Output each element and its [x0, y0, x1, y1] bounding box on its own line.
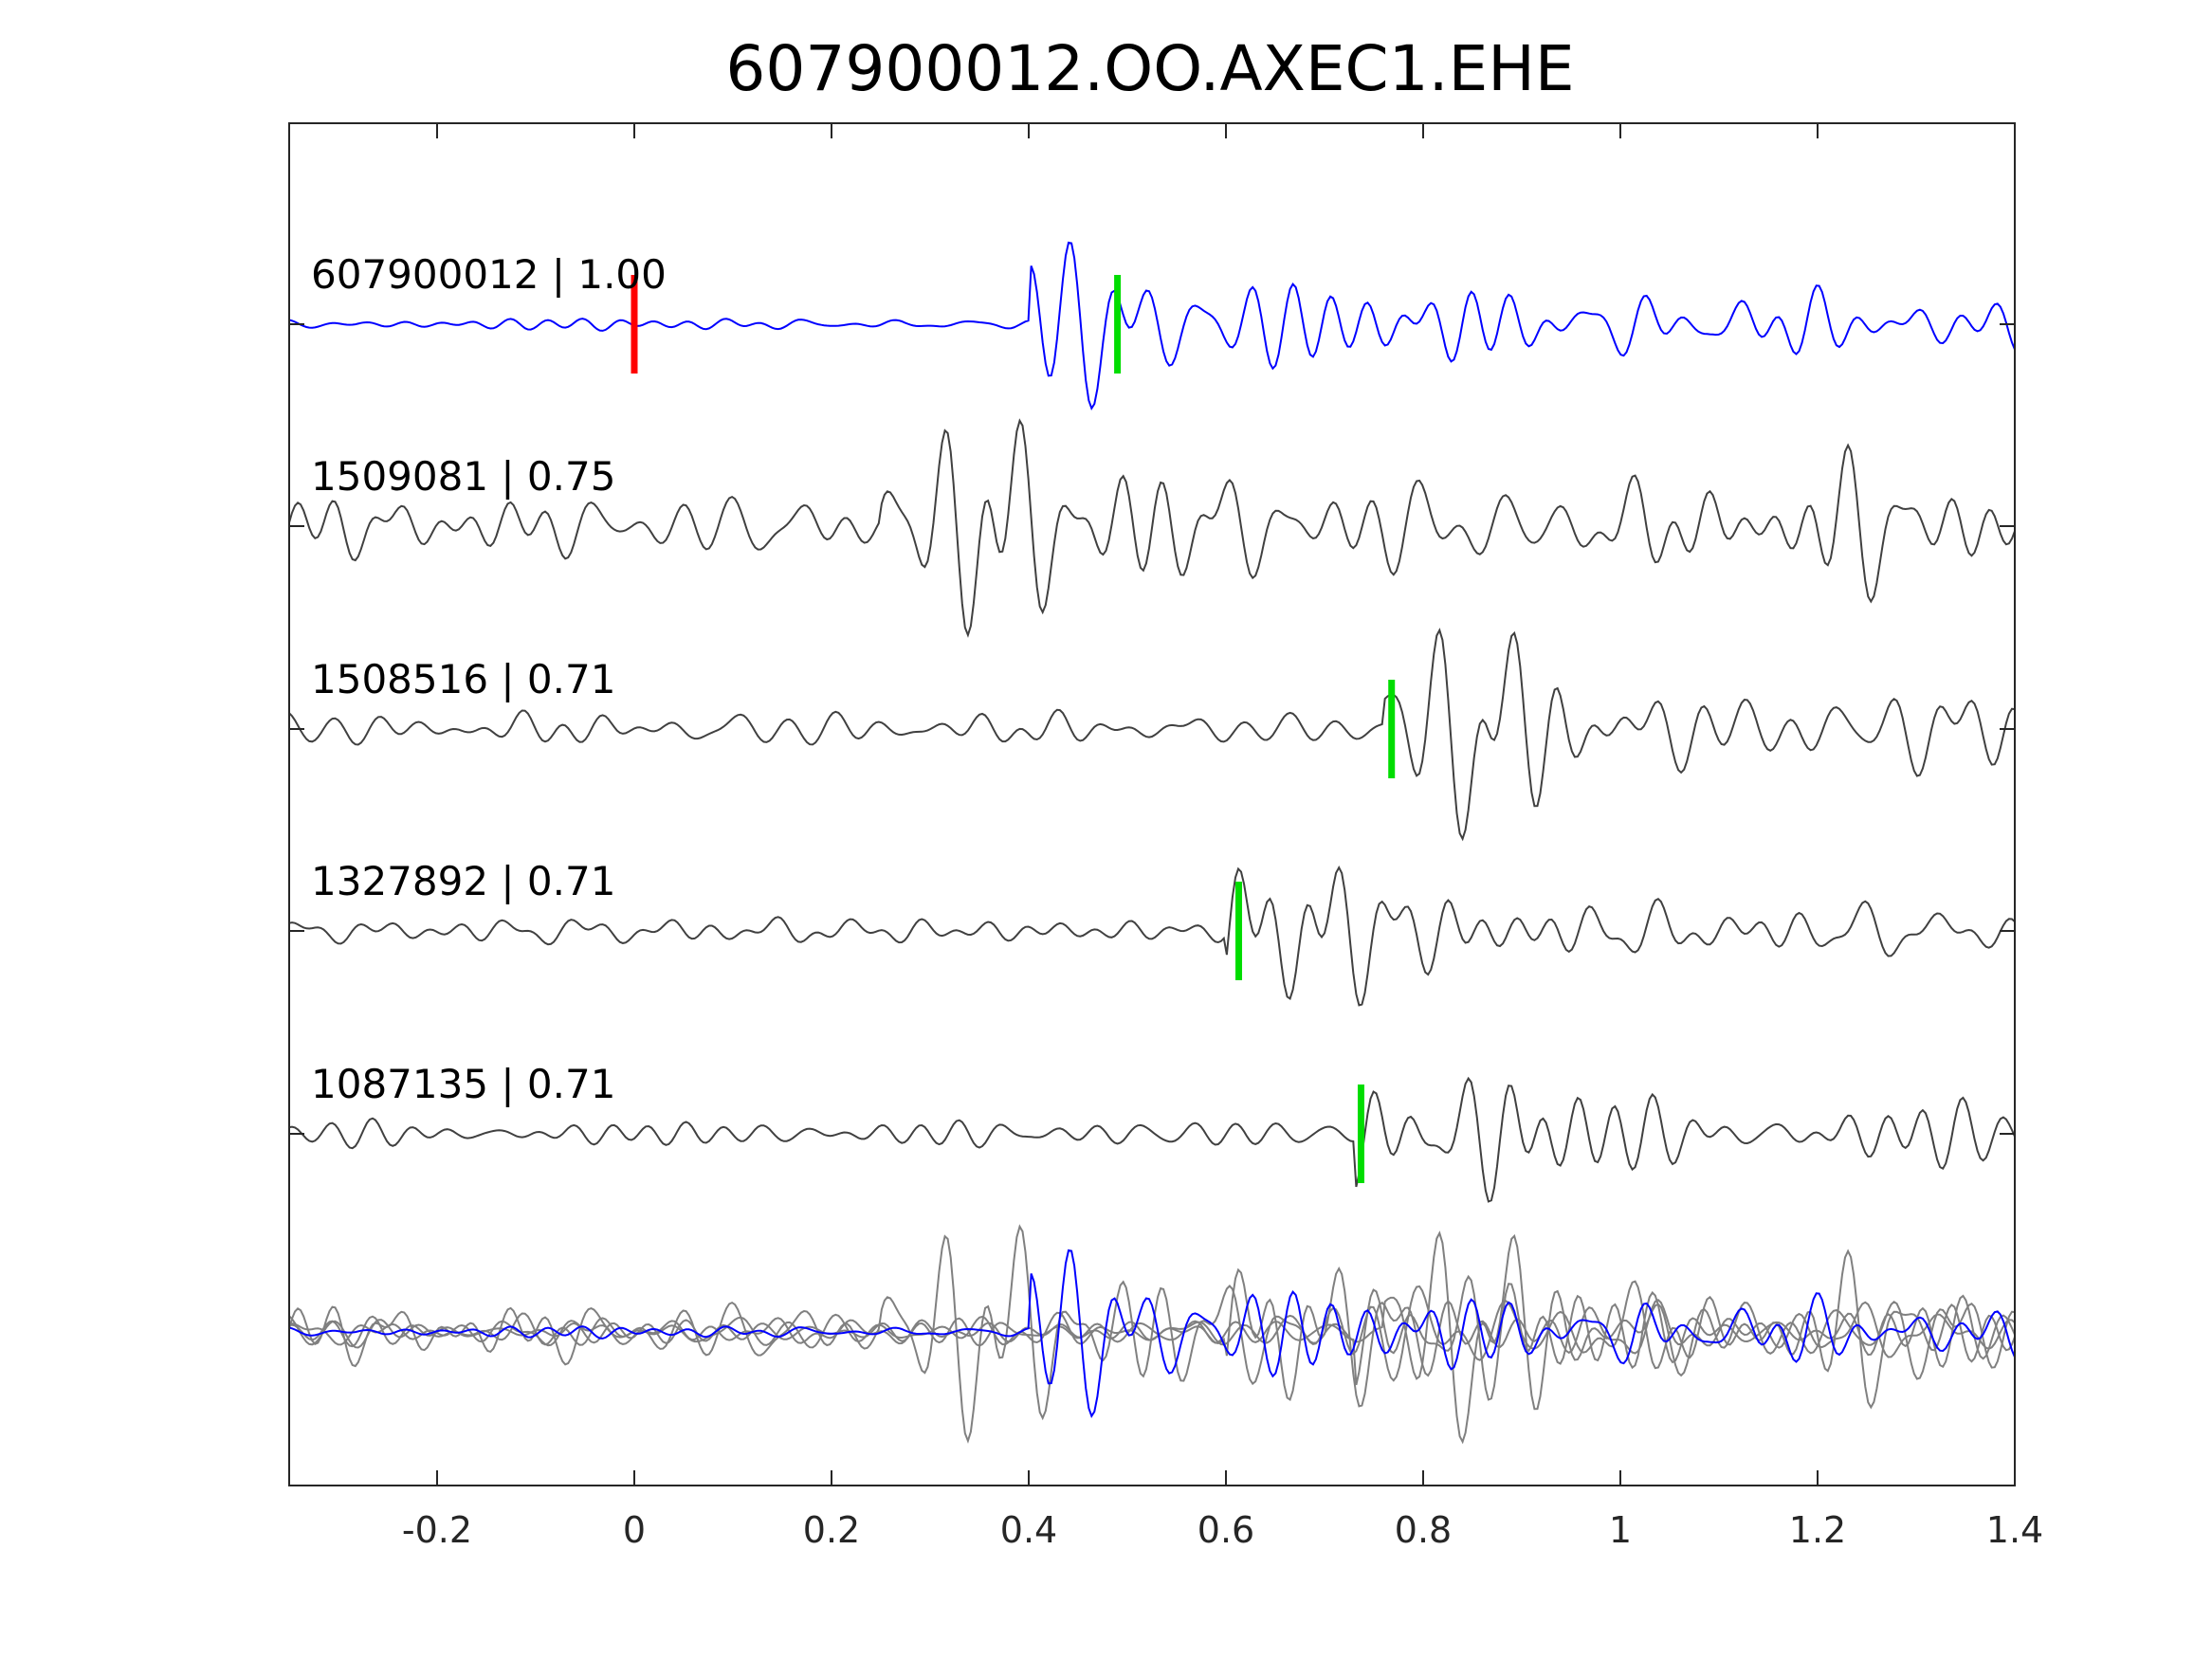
- trace-line: [288, 418, 2016, 638]
- overlay-trace-line: [288, 1249, 2016, 1418]
- trace-line: [288, 241, 2016, 410]
- x-tick-label: 0.4: [1000, 1509, 1057, 1551]
- x-tick-label: 0.6: [1197, 1509, 1254, 1551]
- x-tick-label: 0.8: [1395, 1509, 1452, 1551]
- trace-label: 607900012 | 1.00: [311, 251, 667, 298]
- overlay-trace-line: [288, 1266, 2016, 1408]
- trace-label: 1508516 | 0.71: [311, 656, 615, 702]
- x-tick-label: 1: [1609, 1509, 1632, 1551]
- x-tick-label: 1.2: [1789, 1509, 1846, 1551]
- trace-line: [288, 865, 2016, 1007]
- overlay-trace-line: [288, 1274, 2016, 1401]
- x-tick-label: 0: [623, 1509, 646, 1551]
- trace-label: 1509081 | 0.75: [311, 453, 615, 500]
- x-axis-ticks: -0.2 0 0.2 0.4 0.6 0.8 1 1.2 1.4: [402, 123, 2043, 1551]
- overlay-layer: [288, 1224, 2016, 1445]
- x-tick-label: 1.4: [1986, 1509, 2043, 1551]
- trace-line: [288, 1076, 2016, 1203]
- labels-layer: 607900012 | 1.00 1509081 | 0.75 1508516 | …: [311, 251, 667, 1107]
- traces-layer: [288, 241, 2016, 1203]
- trace-label: 1087135 | 0.71: [311, 1061, 615, 1107]
- picks-layer: [631, 275, 1396, 1183]
- trace-line: [288, 628, 2016, 842]
- plot-frame: [288, 122, 2016, 1486]
- chart-title: 607900012.OO.AXEC1.EHE: [725, 32, 1574, 105]
- trace-label: 1327892 | 0.71: [311, 858, 615, 904]
- x-tick-label: -0.2: [402, 1509, 472, 1551]
- x-tick-label: 0.2: [803, 1509, 860, 1551]
